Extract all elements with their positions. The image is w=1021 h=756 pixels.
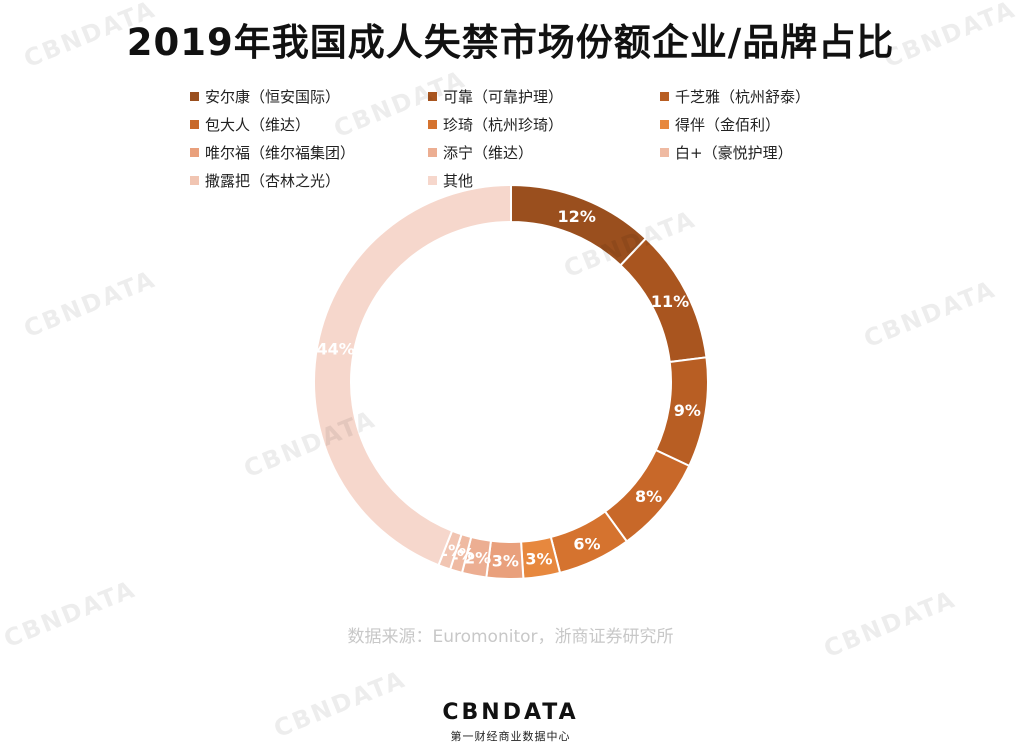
legend-label: 得伴（金佰利） — [675, 116, 781, 134]
chart-title: 2019年我国成人失禁市场份额企业/品牌占比 — [126, 21, 895, 64]
legend-item: 唯尔福（维尔福集团） — [190, 142, 355, 163]
legend-label: 撒露把（杏林之光） — [205, 172, 341, 190]
legend-label: 珍琦（杭州珍琦） — [443, 116, 564, 134]
legend-item: 安尔康（恒安国际） — [190, 86, 340, 107]
legend-swatch — [190, 92, 199, 101]
legend-label: 添宁（维达） — [443, 144, 534, 162]
legend-item: 包大人（维达） — [190, 114, 310, 135]
slice-label: 9% — [674, 401, 701, 420]
legend-label: 唯尔福（维尔福集团） — [205, 144, 356, 162]
legend-swatch — [660, 148, 669, 157]
legend-item: 撒露把（杏林之光） — [190, 170, 340, 191]
legend-item: 白+（豪悦护理） — [660, 142, 793, 163]
slice-label: 11% — [651, 292, 689, 311]
slice-label: 3% — [492, 551, 519, 570]
legend-swatch — [428, 176, 437, 185]
legend-label: 包大人（维达） — [205, 116, 311, 134]
legend-item: 千芝雅（杭州舒泰） — [660, 86, 810, 107]
legend-label: 安尔康（恒安国际） — [205, 88, 341, 106]
legend-item: 可靠（可靠护理） — [428, 86, 563, 107]
legend-label: 可靠（可靠护理） — [443, 88, 564, 106]
source-note: 数据来源：Euromonitor，浙商证券研究所 — [347, 627, 674, 647]
legend-swatch — [428, 92, 437, 101]
slice-label: 2% — [464, 548, 491, 567]
slice-label: 8% — [635, 487, 662, 506]
donut-slice — [313, 183, 512, 567]
slice-label: 12% — [558, 207, 596, 226]
legend-swatch — [660, 92, 669, 101]
logo-subtitle: 第一财经商业数据中心 — [450, 730, 571, 743]
legend-label: 其他 — [443, 172, 474, 190]
legend-swatch — [190, 148, 199, 157]
legend-item: 得伴（金佰利） — [660, 114, 780, 135]
legend-swatch — [660, 120, 669, 129]
cbndata-logo: CBNDATA 第一财经商业数据中心 — [0, 700, 1021, 744]
legend-swatch — [190, 176, 199, 185]
legend-swatch — [428, 120, 437, 129]
legend-swatch — [428, 148, 437, 157]
legend-label: 白+（豪悦护理） — [675, 144, 793, 162]
slice-label: 44% — [317, 340, 355, 359]
logo-text: CBNDATA — [442, 700, 579, 725]
legend-item: 珍琦（杭州珍琦） — [428, 114, 563, 135]
slice-label: 6% — [573, 535, 600, 554]
legend-item: 其他 — [428, 170, 473, 191]
legend-label: 千芝雅（杭州舒泰） — [675, 88, 811, 106]
legend-item: 添宁（维达） — [428, 142, 533, 163]
slice-label: 3% — [525, 549, 552, 568]
legend-swatch — [190, 120, 199, 129]
